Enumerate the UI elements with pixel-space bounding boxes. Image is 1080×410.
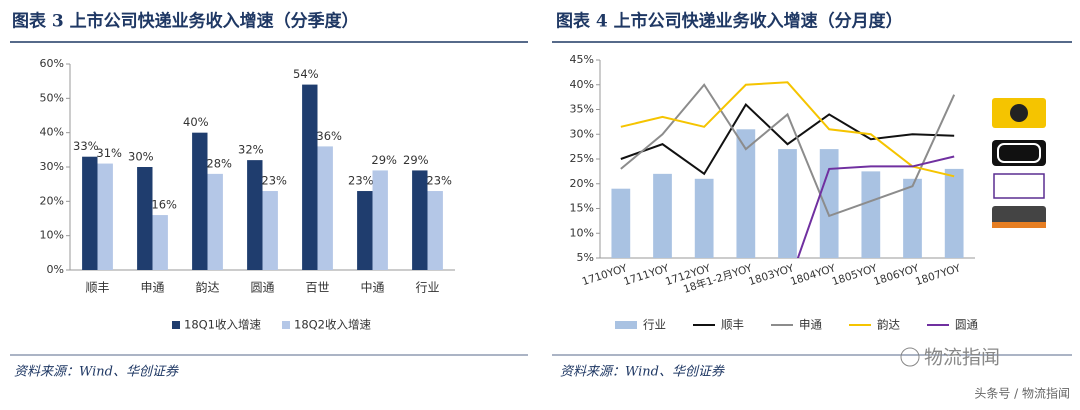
bar	[152, 215, 168, 270]
x-tick-label: 1805YOY	[831, 262, 880, 288]
bar	[736, 129, 756, 258]
bar	[778, 149, 797, 258]
bar	[653, 173, 672, 258]
value-label: 31%	[96, 146, 122, 160]
source: 资料来源：Wind、华创证券	[560, 365, 725, 380]
logos	[992, 98, 1046, 228]
line-series	[620, 102, 955, 176]
bar	[207, 173, 223, 270]
x-tick-label: 顺丰	[85, 281, 109, 295]
value-label: 30%	[128, 150, 154, 164]
legend-label: 18Q1收入增速	[184, 318, 262, 332]
x-tick-label: 1806YOY	[872, 262, 921, 288]
value-label: 40%	[183, 115, 209, 129]
legend-label: 行业	[643, 318, 666, 332]
y-tick-label: 35%	[570, 103, 594, 116]
value-label: 32%	[238, 143, 264, 157]
value-label: 28%	[206, 156, 232, 170]
y-tick-label: 15%	[570, 202, 594, 215]
bar	[611, 188, 631, 258]
watermark: 物流指闻	[924, 347, 1000, 369]
y-tick-label: 50%	[40, 91, 64, 104]
value-label: 29%	[371, 153, 397, 167]
x-tick-label: 中通	[360, 280, 384, 295]
bar	[861, 171, 881, 258]
bar	[372, 170, 388, 270]
bar	[247, 160, 263, 270]
value-label: 23%	[426, 174, 452, 188]
y-tick-label: 20%	[570, 177, 594, 190]
y-tick-label: 5%	[577, 251, 594, 264]
legend-swatch	[282, 321, 290, 329]
bar	[819, 149, 839, 258]
y-tick-label: 30%	[570, 127, 594, 140]
x-tick-label: 1710YOY	[581, 262, 630, 288]
bar	[427, 191, 443, 270]
bar	[317, 146, 333, 270]
y-tick-label: 30%	[40, 160, 64, 173]
y-tick-label: 0%	[47, 263, 64, 276]
value-label: 54%	[293, 67, 319, 81]
line-series	[620, 81, 955, 178]
bar	[412, 170, 428, 270]
legend-swatch	[172, 321, 180, 329]
legend-swatch	[615, 321, 637, 329]
x-tick-label: 行业	[415, 281, 439, 295]
y-tick-label: 40%	[40, 126, 64, 139]
value-label: 29%	[403, 153, 429, 167]
bar	[944, 168, 964, 258]
bar	[192, 132, 208, 270]
y-tick-label: 10%	[40, 229, 64, 242]
legend-label: 韵达	[877, 318, 900, 332]
legend-label: 18Q2收入增速	[294, 318, 372, 332]
x-tick-label: 1803YOY	[747, 262, 796, 288]
value-label: 23%	[348, 174, 374, 188]
y-tick-label: 40%	[570, 78, 594, 91]
line-series	[620, 83, 956, 218]
bar	[262, 191, 278, 270]
chart-title: 图表 3 上市公司快递业务收入增速（分季度）	[12, 11, 359, 32]
chart-title: 图表 4 上市公司快递业务收入增速（分月度）	[556, 11, 903, 32]
y-tick-label: 10%	[570, 226, 594, 239]
bar	[82, 156, 98, 270]
bar	[302, 84, 318, 270]
x-tick-label: 1804YOY	[789, 262, 838, 288]
legend-label: 圆通	[955, 318, 978, 332]
value-label: 33%	[73, 139, 99, 153]
value-label: 23%	[261, 174, 287, 188]
watermark-icon	[900, 347, 920, 367]
source: 资料来源：Wind、华创证券	[14, 365, 179, 380]
x-tick-label: 百世	[305, 281, 329, 295]
bar	[694, 178, 714, 258]
y-tick-label: 25%	[570, 152, 594, 165]
x-tick-label: 1711YOY	[622, 262, 671, 288]
value-label: 16%	[151, 198, 177, 212]
y-tick-label: 45%	[570, 53, 594, 66]
legend-label: 申通	[799, 318, 822, 332]
bar	[137, 167, 153, 270]
x-tick-label: 圆通	[250, 281, 274, 295]
bar	[97, 163, 113, 270]
x-tick-label: 韵达	[195, 280, 219, 295]
y-tick-label: 60%	[40, 57, 64, 70]
x-tick-label: 1807YOY	[914, 262, 963, 288]
line-series	[796, 155, 955, 258]
x-tick-label: 申通	[140, 281, 164, 295]
legend-label: 顺丰	[721, 318, 744, 332]
bar	[903, 178, 922, 258]
value-label: 36%	[316, 129, 342, 143]
y-tick-label: 20%	[40, 194, 64, 207]
credit: 头条号 / 物流指闻	[974, 386, 1070, 401]
bar	[357, 191, 373, 270]
